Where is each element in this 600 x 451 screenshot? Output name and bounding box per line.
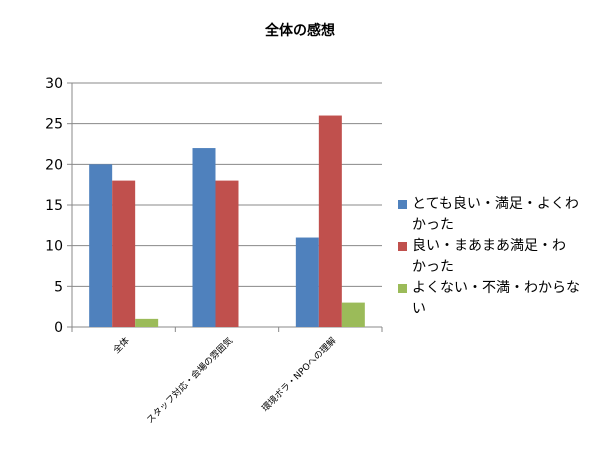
legend-label-line: 良い・まあまあ満足・わ — [412, 238, 566, 254]
chart-title: 全体の感想 — [265, 23, 335, 39]
y-tick-label: 15 — [45, 198, 63, 214]
bar — [112, 180, 136, 327]
y-tick-label: 25 — [45, 117, 63, 133]
x-tick-label: 全体 — [111, 335, 132, 356]
legend-swatch — [398, 200, 407, 209]
y-tick-label: 10 — [45, 239, 63, 255]
legend-label-line: とても良い・満足・よくわ — [412, 196, 579, 212]
bar — [215, 180, 239, 327]
bar — [318, 115, 342, 328]
bar — [192, 148, 216, 327]
bar — [341, 302, 365, 327]
bar — [135, 318, 159, 327]
legend-label-line: かった — [412, 217, 454, 233]
legend-item: よくない・不満・わからな い — [398, 278, 598, 320]
legend-label-line: い — [412, 301, 426, 317]
legend-item: とても良い・満足・よくわ かった — [398, 194, 598, 236]
y-tick-label: 20 — [45, 157, 63, 173]
x-tick-label: スタッフ対応・会場の雰囲気 — [144, 335, 235, 426]
legend-label-line: よくない・不満・わからな — [412, 280, 580, 296]
y-tick-label: 0 — [54, 320, 63, 336]
x-tick-label: 環境ボラ・NPOへの理解 — [259, 335, 338, 414]
y-tick-label: 30 — [45, 76, 63, 92]
legend-label-line: かった — [412, 259, 454, 275]
bar — [89, 164, 113, 327]
legend-item: 良い・まあまあ満足・わ かった — [398, 236, 598, 278]
legend-swatch — [398, 242, 407, 251]
y-tick-label: 5 — [54, 279, 63, 295]
legend-swatch — [398, 284, 407, 293]
legend: とても良い・満足・よくわ かった 良い・まあまあ満足・わ かった よくない・不満… — [398, 194, 598, 320]
bar — [295, 237, 319, 327]
